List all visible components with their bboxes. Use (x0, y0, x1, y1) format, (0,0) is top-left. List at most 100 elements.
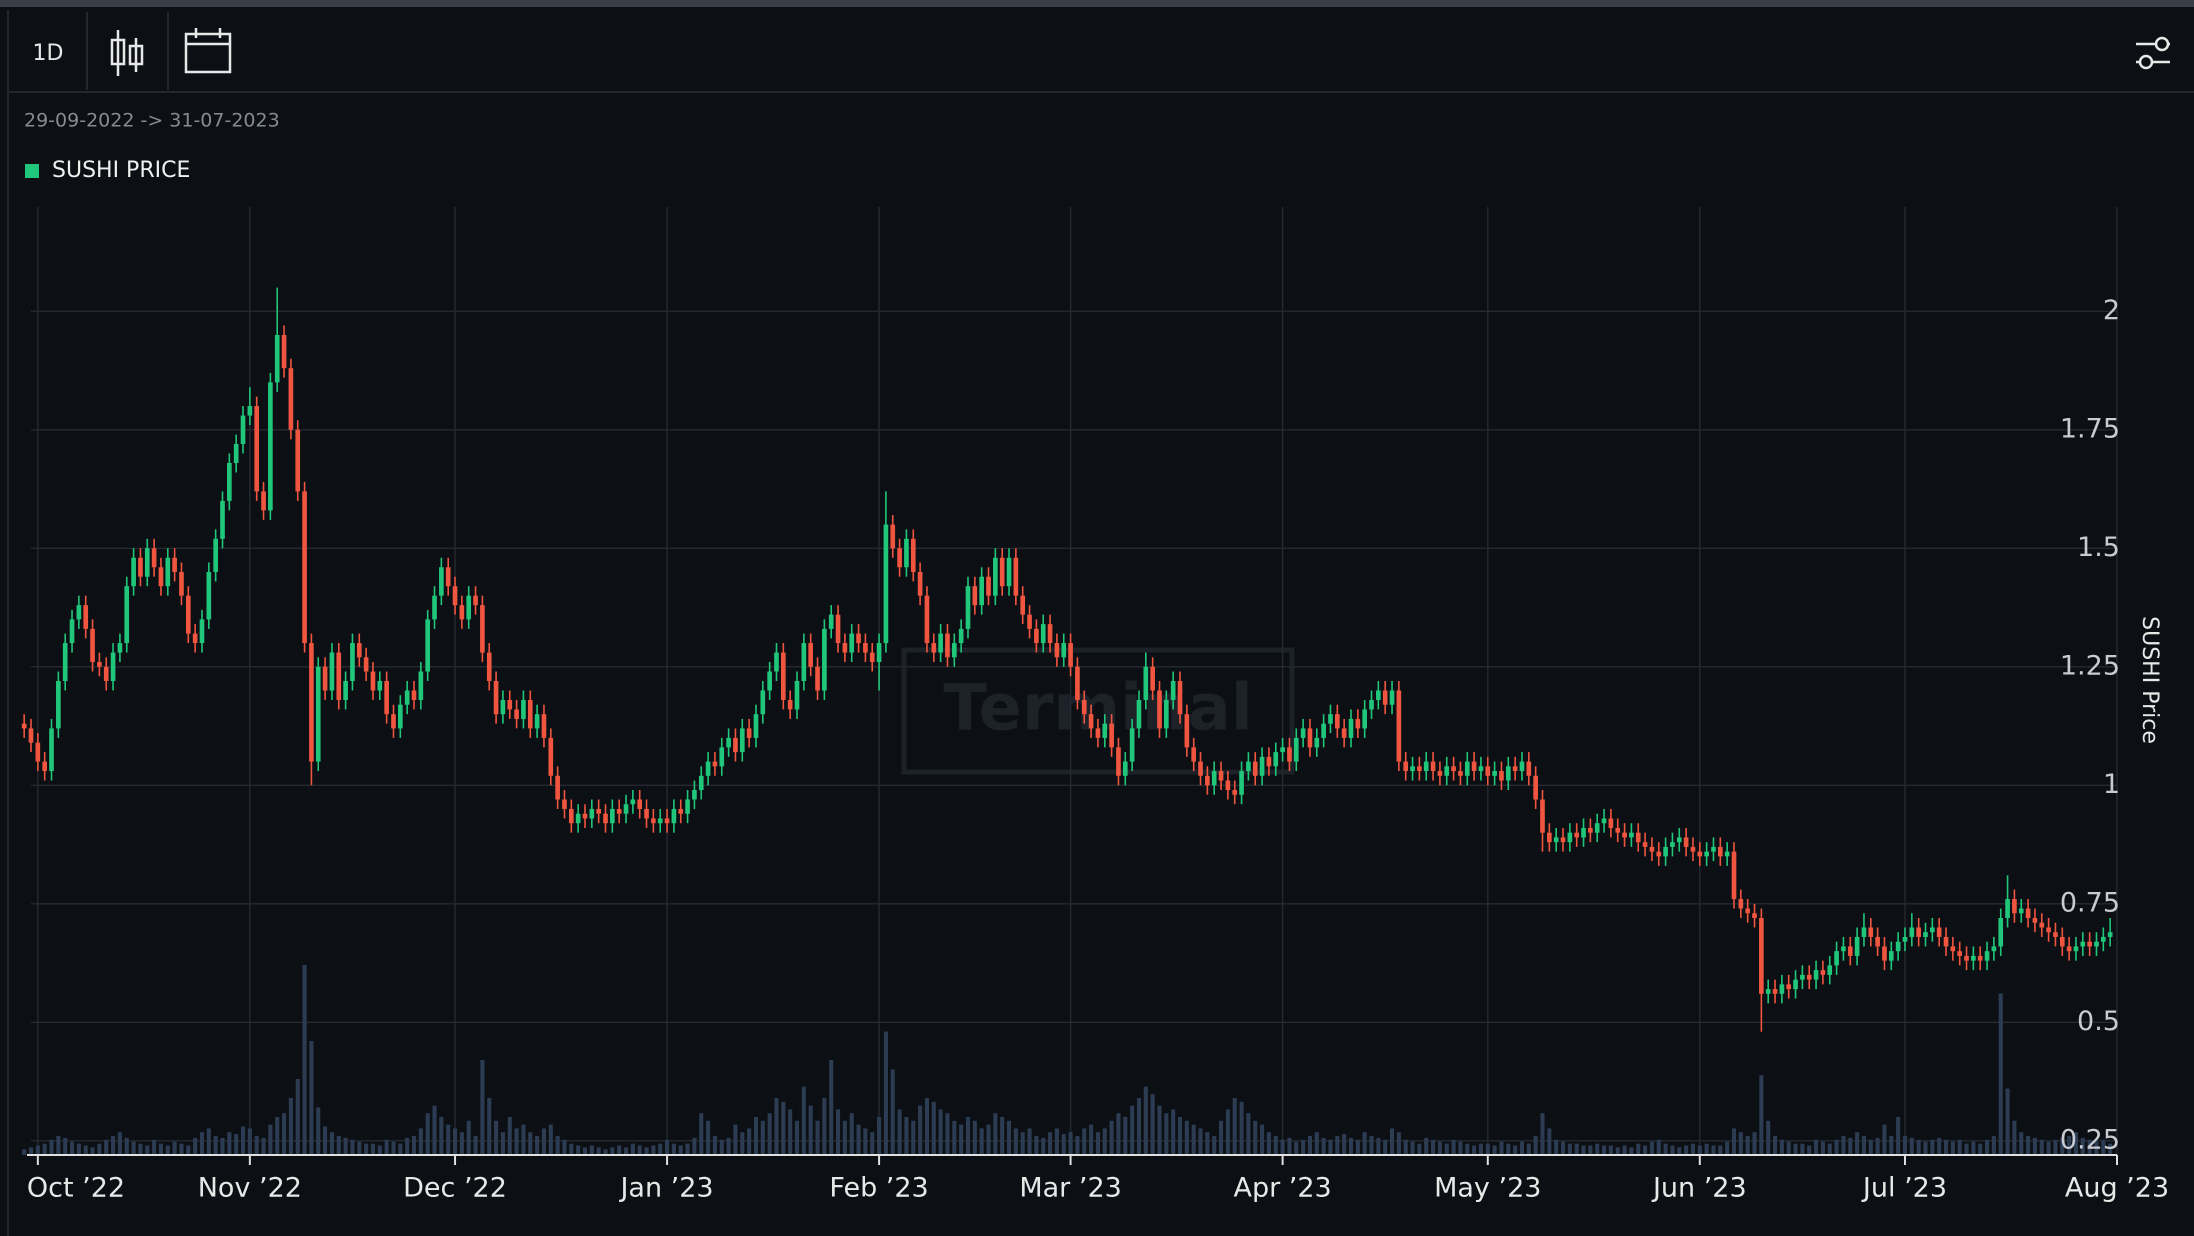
candle-body (1704, 851, 1709, 857)
volume-bar (692, 1137, 697, 1155)
candle-body (733, 737, 738, 753)
volume-bar (63, 1137, 68, 1155)
candle-body (753, 714, 759, 738)
volume-bar (562, 1139, 567, 1155)
candle-body (794, 681, 800, 710)
candle-body (2100, 936, 2106, 942)
candle-body (42, 761, 48, 772)
volume-bar (268, 1124, 273, 1155)
volume-bar (521, 1124, 526, 1155)
candle-body (213, 538, 218, 572)
candle-body (1376, 690, 1381, 700)
candle-body (1560, 837, 1566, 843)
candle-body (1594, 823, 1600, 833)
volume-bar (952, 1120, 957, 1155)
volume-bar (384, 1139, 389, 1155)
volume-bar (548, 1124, 553, 1155)
candle-body (1923, 932, 1928, 937)
candle-type-button[interactable] (110, 30, 144, 76)
icon-stroke (2138, 54, 2154, 70)
volume-bar (1697, 1145, 1702, 1155)
volume-bar (1554, 1139, 1559, 1155)
volume-bar (1711, 1145, 1716, 1155)
candle-body (979, 576, 984, 606)
volume-bar (1902, 1136, 1908, 1155)
volume-bar (2046, 1141, 2051, 1155)
candle-body (274, 334, 280, 383)
volume-bar (671, 1143, 676, 1155)
candle-body (2094, 941, 2099, 947)
candle-body (986, 576, 991, 596)
volume-bar (1472, 1145, 1477, 1155)
candle-body (835, 614, 841, 644)
candle-body (1034, 628, 1039, 644)
volume-bar (1054, 1128, 1059, 1155)
candle-body (1232, 790, 1238, 795)
candle-body (445, 567, 451, 587)
volume-bar (2060, 1137, 2065, 1155)
volume-bar (234, 1134, 239, 1155)
interval-button[interactable]: 1D (10, 12, 86, 90)
candle-body (801, 643, 807, 681)
volume-bar (507, 1117, 512, 1155)
candle-body (856, 633, 861, 644)
candle-body (439, 567, 444, 596)
volume-bar (835, 1109, 841, 1155)
volume-bar (1424, 1137, 1429, 1155)
candle-body (493, 681, 499, 715)
candle-body (685, 799, 690, 814)
date-range-button[interactable] (184, 28, 232, 74)
candle-body (158, 567, 164, 587)
candle-body (486, 652, 492, 681)
volume-bar (1376, 1137, 1381, 1155)
candle-body (391, 714, 396, 729)
volume-bar (1061, 1134, 1066, 1155)
volume-bar (1205, 1132, 1210, 1155)
volume-bar (1855, 1132, 1860, 1155)
volume-bar (494, 1120, 499, 1155)
volume-bar (1971, 1141, 1976, 1155)
candle-body (1054, 643, 1060, 658)
candle-body (172, 557, 177, 572)
candle-body (2018, 908, 2024, 914)
candle-body (1608, 818, 1614, 828)
volume-bar (528, 1132, 533, 1155)
settings-button[interactable] (2136, 36, 2170, 70)
candle-body (1779, 984, 1785, 994)
candle-body (1615, 827, 1621, 833)
volume-bar (1745, 1136, 1750, 1155)
candle-body (459, 605, 465, 620)
volume-bar (1006, 1120, 1012, 1155)
volume-bar (398, 1143, 403, 1155)
candle-body (507, 699, 513, 710)
candle-body (1328, 714, 1333, 724)
volume-bar (1848, 1137, 1853, 1155)
volume-bar (466, 1120, 471, 1155)
candle-body (1040, 624, 1046, 644)
volume-bar (1889, 1136, 1894, 1155)
candle-body (1382, 690, 1388, 705)
volume-bar (357, 1141, 362, 1155)
volume-bar (863, 1128, 868, 1155)
candle-body (28, 728, 34, 743)
volume-bar (788, 1109, 793, 1155)
volume-bar (1116, 1113, 1121, 1155)
candle-body (1998, 918, 2004, 947)
volume-bar (1629, 1147, 1634, 1155)
volume-bar (1663, 1143, 1668, 1155)
volume-bar (712, 1136, 717, 1155)
candle-body (1492, 771, 1497, 776)
candle-body (1143, 666, 1149, 700)
volume-bar (2026, 1136, 2031, 1155)
volume-bar (56, 1136, 61, 1155)
volume-bar (753, 1117, 759, 1155)
candle-body (555, 775, 560, 800)
candle-body (1300, 728, 1306, 738)
candle-body (1471, 761, 1477, 772)
volume-bar (890, 1069, 895, 1155)
volume-bar (1280, 1139, 1285, 1155)
volume-bar (1882, 1124, 1887, 1155)
candle-body (1321, 723, 1326, 738)
volume-bar (801, 1086, 806, 1155)
volume-bar (1225, 1109, 1230, 1155)
